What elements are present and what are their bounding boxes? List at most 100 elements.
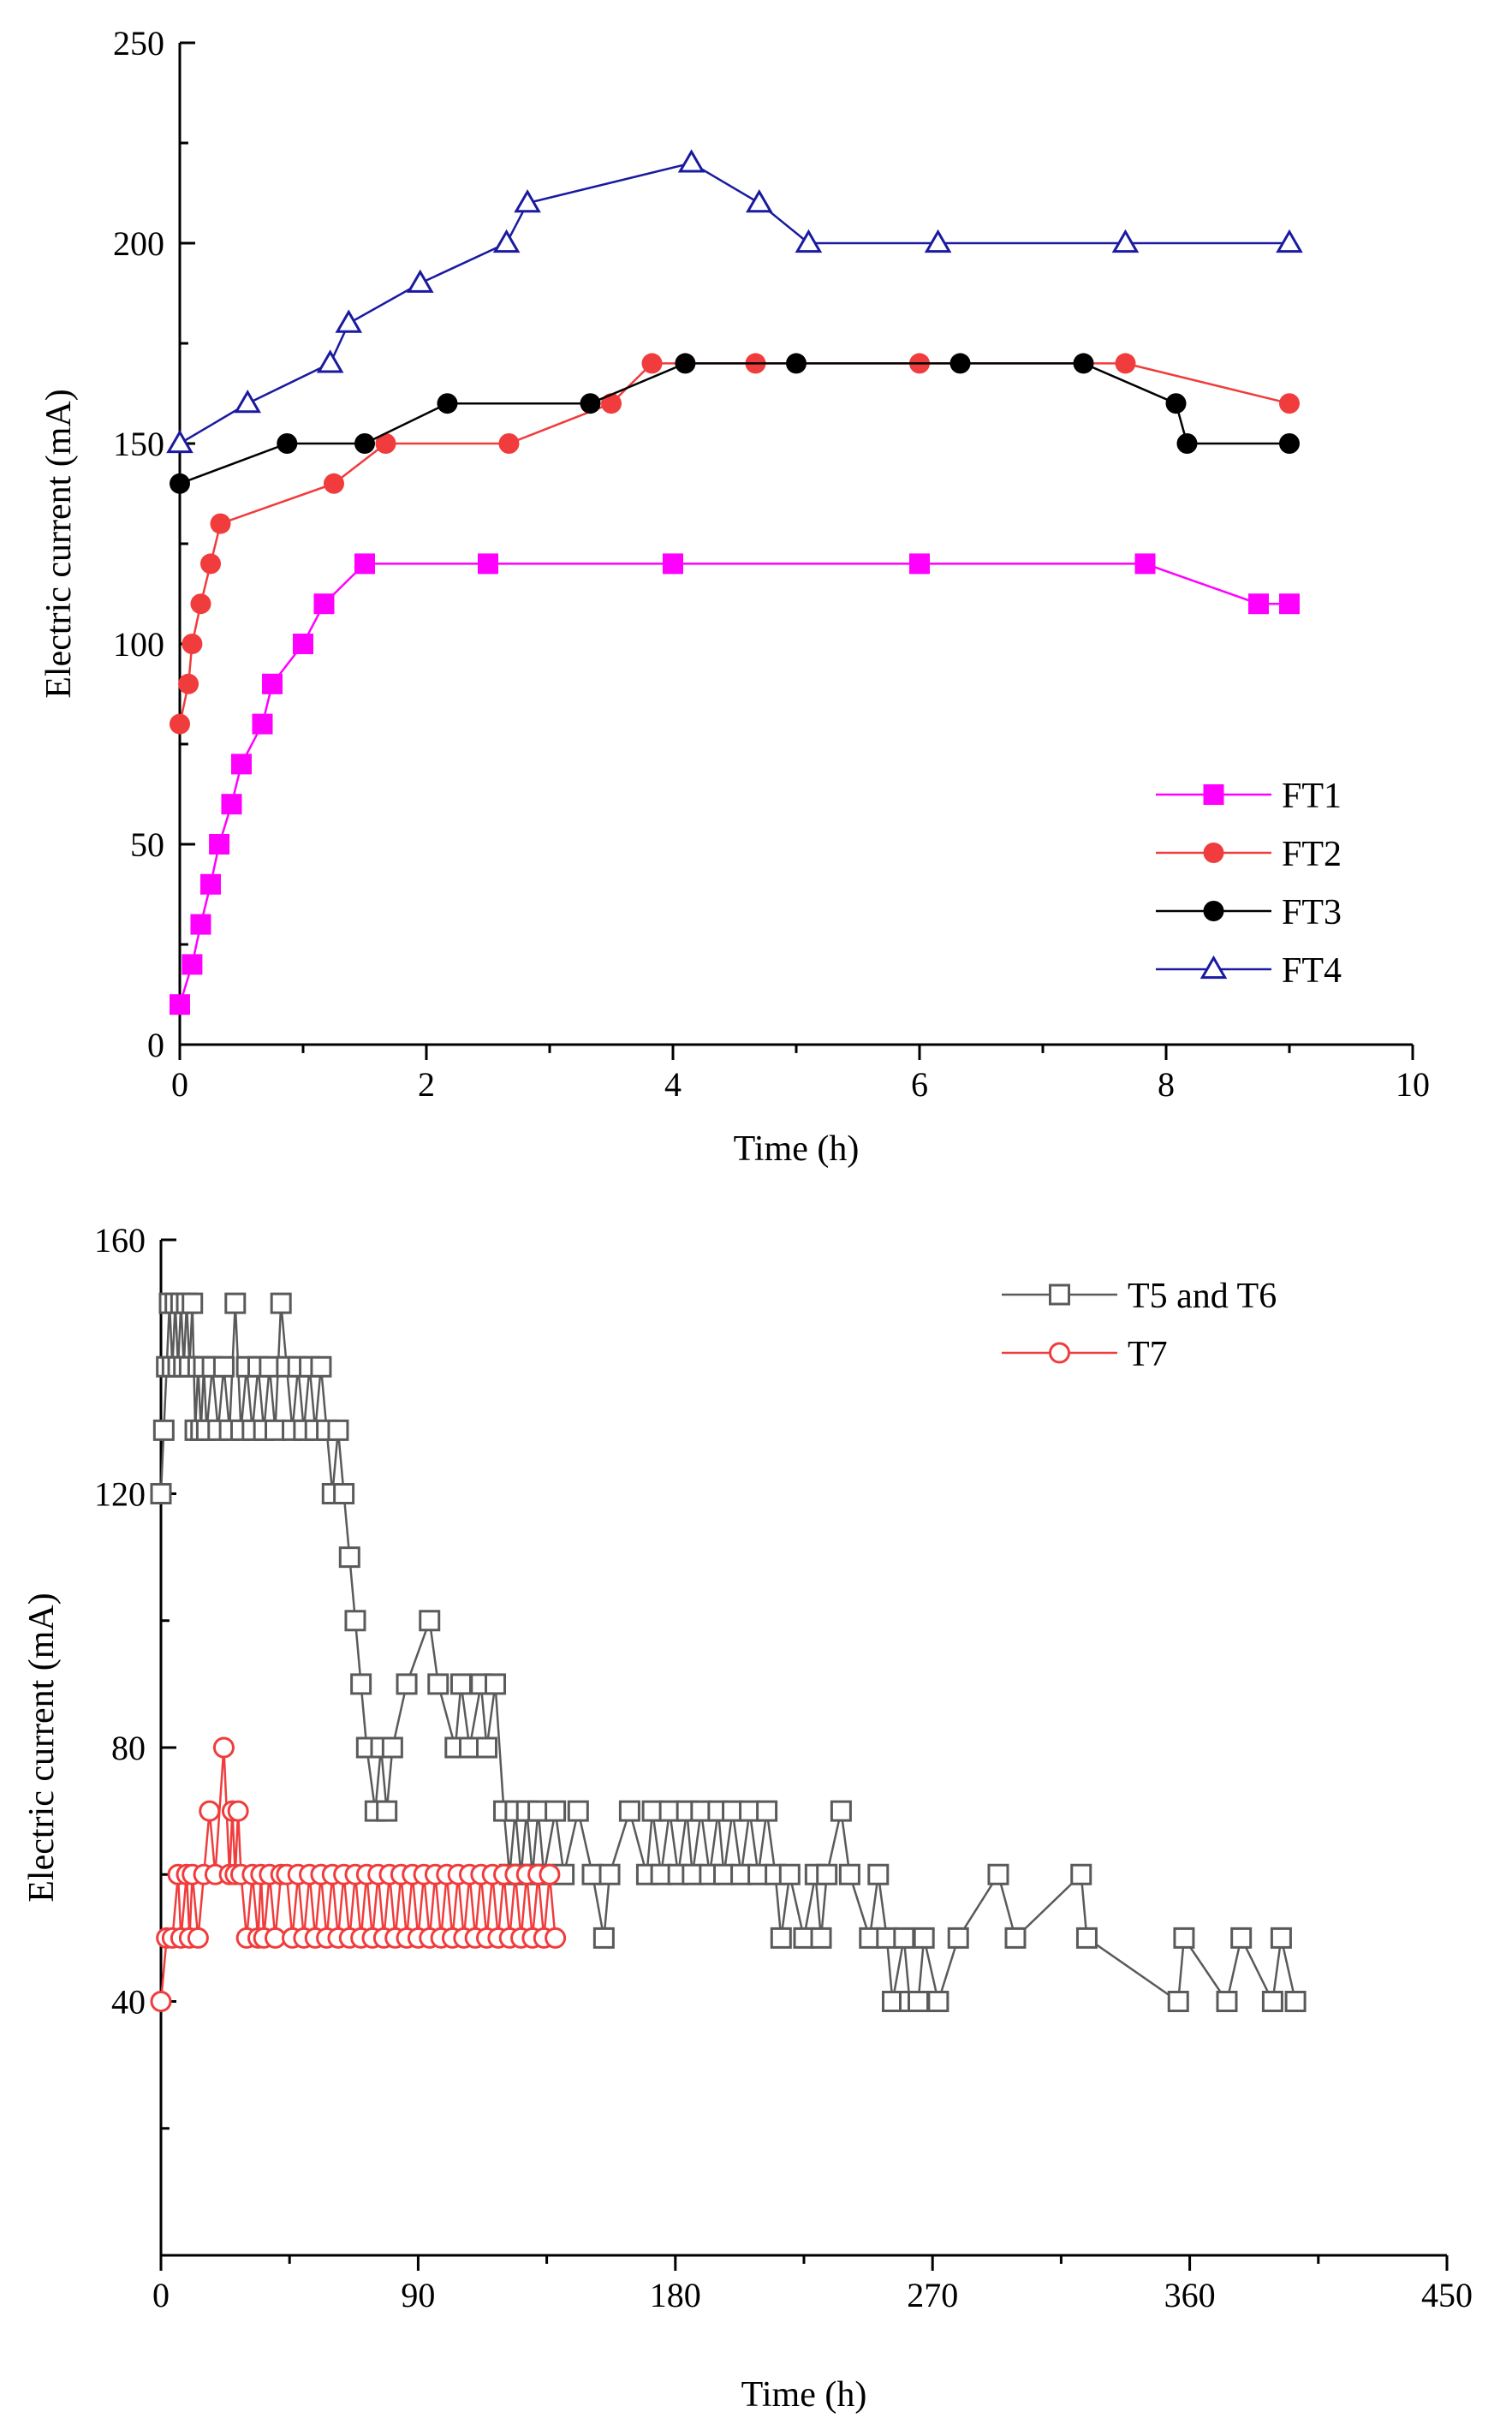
data-point	[406, 269, 434, 293]
data-point	[1270, 1927, 1292, 1949]
x-tick-label: 0	[171, 1065, 188, 1104]
data-point	[778, 1863, 801, 1885]
data-point	[199, 1800, 221, 1822]
legend-marker	[1203, 901, 1224, 921]
data-point	[221, 794, 242, 815]
data-point	[1167, 1991, 1189, 2012]
y-tick-label: 40	[111, 1983, 146, 2022]
series-1	[150, 1292, 1307, 2012]
y-tick-label: 160	[94, 1221, 146, 1260]
legend-label: T5 and T6	[1128, 1277, 1277, 1316]
data-point	[1276, 229, 1303, 253]
legend-label: FT3	[1282, 893, 1342, 932]
data-point	[1111, 229, 1140, 253]
data-point	[786, 353, 807, 374]
data-point	[677, 149, 705, 173]
data-point	[182, 634, 203, 654]
data-point	[485, 1673, 507, 1695]
data-point	[338, 1546, 360, 1569]
y-tick-label: 80	[111, 1729, 146, 1767]
data-point	[350, 1673, 372, 1695]
data-point	[182, 1292, 204, 1314]
x-tick-label: 270	[907, 2276, 958, 2314]
data-point	[427, 1673, 449, 1695]
data-point	[1279, 393, 1300, 414]
data-point	[909, 553, 930, 575]
legend-marker	[1199, 955, 1228, 980]
data-point	[1176, 433, 1198, 454]
y-tick-label: 50	[130, 825, 164, 864]
data-point	[231, 753, 252, 775]
data-point	[663, 553, 683, 575]
data-point	[316, 349, 344, 373]
data-point	[1261, 1991, 1283, 2012]
data-point	[209, 834, 230, 855]
x-tick-label: 8	[1158, 1065, 1175, 1104]
data-point	[150, 1483, 172, 1504]
data-point	[675, 353, 696, 374]
data-point	[1165, 393, 1187, 414]
legend-label: FT2	[1282, 835, 1342, 874]
data-point	[182, 954, 203, 975]
data-point	[1004, 1927, 1027, 1949]
series-2	[170, 353, 1300, 735]
data-point	[478, 553, 498, 575]
legend-marker	[1203, 784, 1224, 805]
data-point	[838, 1863, 860, 1885]
data-point	[1248, 593, 1269, 615]
data-point	[270, 1292, 292, 1314]
legend-marker	[1049, 1283, 1070, 1306]
data-point	[1075, 1927, 1098, 1949]
data-point	[150, 1991, 172, 2012]
data-point	[152, 1419, 175, 1441]
x-tick-label: 4	[664, 1065, 682, 1104]
data-point	[227, 1800, 249, 1822]
data-point	[830, 1800, 852, 1822]
x-tick-label: 6	[911, 1065, 928, 1104]
series-3	[170, 353, 1300, 494]
data-point	[335, 309, 363, 333]
series-1	[170, 553, 1300, 1015]
legend-entry: T5 and T6	[1002, 1277, 1277, 1316]
data-point	[567, 1800, 589, 1822]
data-point	[1284, 1991, 1307, 2012]
legend-label: T7	[1128, 1335, 1168, 1374]
y-axis-title: Electric current (mA)	[39, 389, 79, 698]
data-point	[224, 1292, 247, 1314]
data-point	[252, 713, 273, 735]
y-tick-label: 200	[113, 224, 164, 263]
data-point	[170, 713, 190, 735]
data-point	[601, 393, 622, 414]
data-point	[810, 1927, 832, 1949]
chart-bottom-t-series: 0 90 180 270 360 450 40 80 120 160 Time (h) Electri…	[22, 1221, 1473, 2415]
data-point	[375, 433, 396, 454]
data-point	[187, 1927, 209, 1949]
y-tick-label: 150	[113, 425, 164, 463]
data-point	[816, 1863, 838, 1885]
data-point	[210, 513, 231, 534]
legend-marker	[1049, 1342, 1070, 1364]
data-point	[277, 433, 298, 454]
data-point	[381, 1736, 403, 1759]
data-point	[190, 914, 211, 935]
x-tick-label: 180	[650, 2276, 701, 2314]
legend-entry: T7	[1002, 1335, 1168, 1374]
data-point	[344, 1610, 366, 1632]
data-point	[1134, 553, 1156, 575]
data-point	[310, 1355, 332, 1378]
data-point	[354, 433, 375, 454]
legend-entry: FT4	[1156, 951, 1342, 991]
legend-label: FT1	[1282, 777, 1342, 816]
data-point	[170, 473, 190, 494]
data-point	[756, 1800, 778, 1822]
legend-entry: FT2	[1156, 835, 1342, 874]
data-point	[867, 1863, 890, 1885]
series-4	[166, 149, 1303, 454]
data-point	[514, 189, 541, 213]
data-point	[545, 1927, 567, 1949]
data-point	[376, 1800, 398, 1822]
data-point	[449, 1673, 472, 1695]
data-point	[893, 1927, 915, 1949]
data-point	[1073, 353, 1094, 374]
y-tick-label: 0	[147, 1026, 164, 1064]
